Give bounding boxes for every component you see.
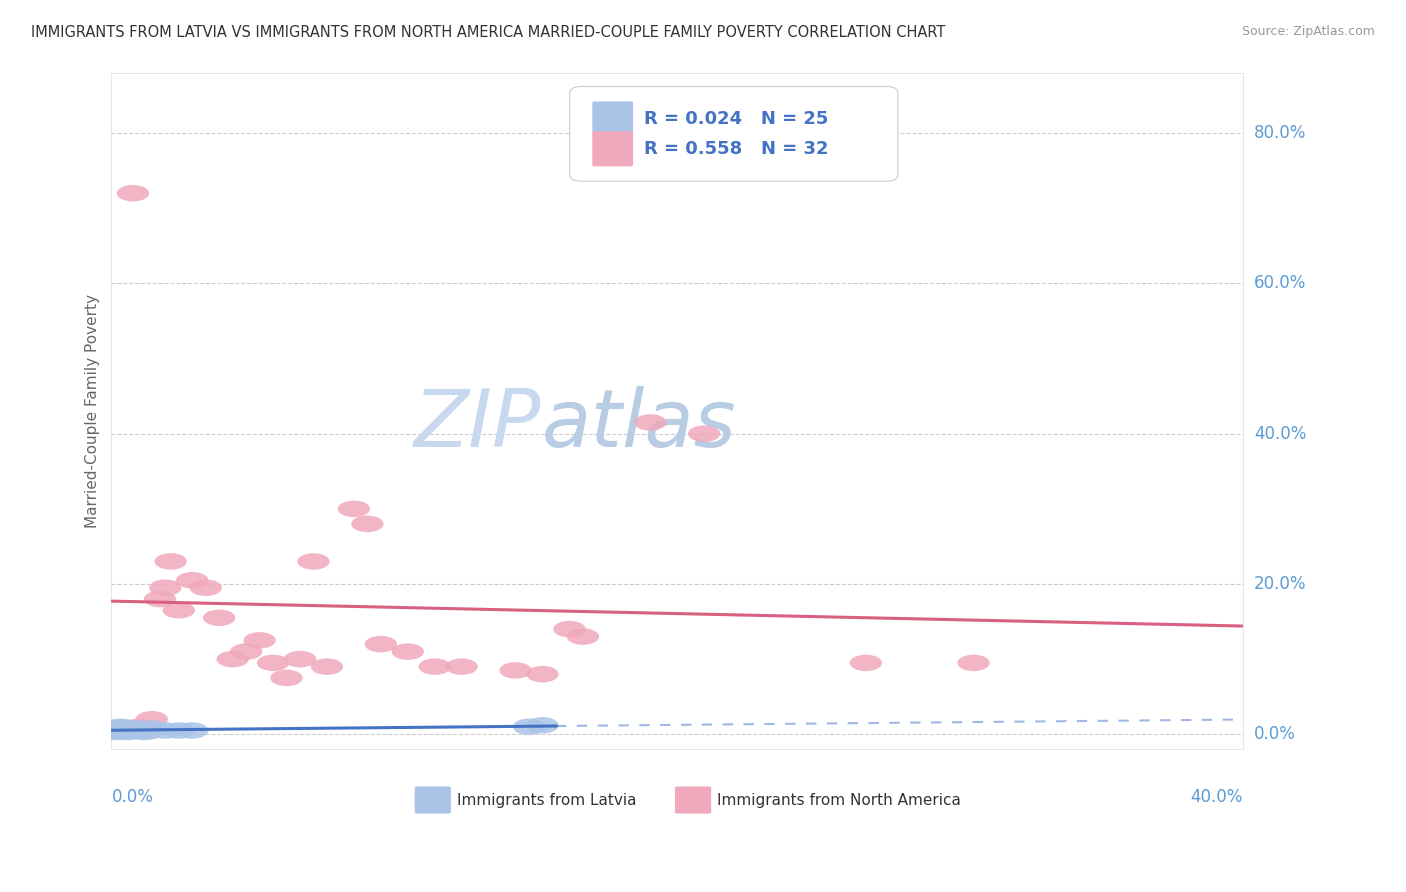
- Ellipse shape: [155, 553, 187, 570]
- Text: 20.0%: 20.0%: [1254, 575, 1306, 593]
- Ellipse shape: [163, 602, 195, 618]
- Text: 0.0%: 0.0%: [1254, 725, 1296, 743]
- Text: atlas: atlas: [541, 385, 737, 464]
- Ellipse shape: [135, 720, 167, 737]
- FancyBboxPatch shape: [415, 787, 451, 814]
- Ellipse shape: [96, 723, 128, 739]
- Ellipse shape: [243, 632, 276, 648]
- Text: Immigrants from Latvia: Immigrants from Latvia: [457, 792, 636, 807]
- Ellipse shape: [284, 651, 316, 667]
- Ellipse shape: [134, 723, 166, 739]
- Ellipse shape: [526, 717, 558, 733]
- Text: IMMIGRANTS FROM LATVIA VS IMMIGRANTS FROM NORTH AMERICA MARRIED-COUPLE FAMILY PO: IMMIGRANTS FROM LATVIA VS IMMIGRANTS FRO…: [31, 25, 945, 40]
- Ellipse shape: [270, 670, 302, 686]
- FancyBboxPatch shape: [569, 87, 898, 181]
- Text: R = 0.558   N = 32: R = 0.558 N = 32: [644, 140, 830, 158]
- Ellipse shape: [135, 711, 167, 728]
- Ellipse shape: [352, 516, 384, 533]
- Ellipse shape: [567, 628, 599, 645]
- Ellipse shape: [634, 414, 666, 431]
- FancyBboxPatch shape: [675, 787, 711, 814]
- Ellipse shape: [311, 658, 343, 675]
- Ellipse shape: [131, 722, 163, 738]
- Ellipse shape: [419, 658, 451, 675]
- Ellipse shape: [163, 723, 195, 739]
- FancyBboxPatch shape: [592, 102, 633, 136]
- Ellipse shape: [122, 723, 155, 739]
- Ellipse shape: [446, 658, 478, 675]
- Ellipse shape: [103, 718, 135, 735]
- Ellipse shape: [128, 723, 160, 740]
- Ellipse shape: [392, 643, 425, 660]
- Text: 80.0%: 80.0%: [1254, 124, 1306, 142]
- Ellipse shape: [125, 721, 157, 738]
- Text: Source: ZipAtlas.com: Source: ZipAtlas.com: [1241, 25, 1375, 38]
- Ellipse shape: [103, 723, 135, 739]
- Ellipse shape: [101, 722, 134, 738]
- Text: 60.0%: 60.0%: [1254, 275, 1306, 293]
- Ellipse shape: [337, 500, 370, 517]
- Ellipse shape: [217, 651, 249, 667]
- Ellipse shape: [176, 572, 208, 589]
- Ellipse shape: [101, 723, 134, 740]
- Ellipse shape: [849, 655, 882, 671]
- Ellipse shape: [117, 185, 149, 202]
- Ellipse shape: [554, 621, 586, 638]
- Ellipse shape: [122, 718, 155, 735]
- Ellipse shape: [202, 609, 235, 626]
- Ellipse shape: [98, 720, 131, 737]
- Text: 0.0%: 0.0%: [111, 789, 153, 806]
- Ellipse shape: [111, 723, 143, 740]
- Ellipse shape: [297, 553, 329, 570]
- Ellipse shape: [190, 580, 222, 596]
- Ellipse shape: [105, 721, 138, 738]
- Ellipse shape: [149, 723, 181, 739]
- Ellipse shape: [513, 718, 546, 735]
- FancyBboxPatch shape: [592, 131, 633, 166]
- Ellipse shape: [114, 722, 146, 738]
- Ellipse shape: [143, 591, 176, 607]
- Text: 40.0%: 40.0%: [1191, 789, 1243, 806]
- Text: ZIP: ZIP: [413, 385, 541, 464]
- Ellipse shape: [257, 655, 290, 671]
- Ellipse shape: [499, 662, 531, 679]
- Ellipse shape: [149, 580, 181, 596]
- Ellipse shape: [231, 643, 263, 660]
- Ellipse shape: [120, 720, 152, 737]
- Ellipse shape: [108, 719, 141, 736]
- Ellipse shape: [957, 655, 990, 671]
- Text: Immigrants from North America: Immigrants from North America: [717, 792, 960, 807]
- Ellipse shape: [526, 666, 558, 682]
- Ellipse shape: [688, 425, 720, 442]
- Ellipse shape: [108, 723, 141, 739]
- Text: 40.0%: 40.0%: [1254, 425, 1306, 442]
- Ellipse shape: [364, 636, 396, 652]
- Ellipse shape: [98, 723, 131, 739]
- Y-axis label: Married-Couple Family Poverty: Married-Couple Family Poverty: [86, 294, 100, 528]
- Ellipse shape: [176, 723, 208, 739]
- Ellipse shape: [117, 723, 149, 739]
- Text: R = 0.024   N = 25: R = 0.024 N = 25: [644, 110, 828, 128]
